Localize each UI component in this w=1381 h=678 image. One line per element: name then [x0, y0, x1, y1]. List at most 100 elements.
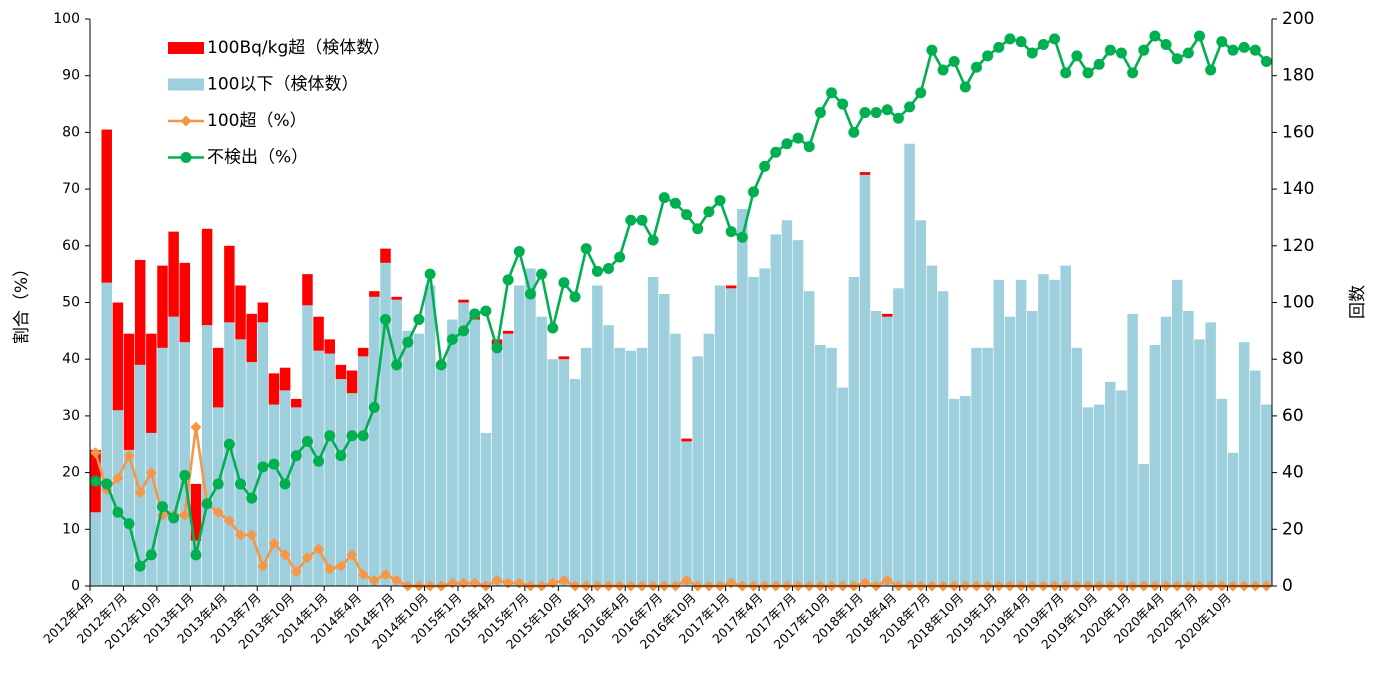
- point: [1015, 36, 1027, 48]
- bar: [90, 512, 101, 586]
- bar: [201, 325, 213, 586]
- bar: [246, 313, 257, 363]
- bar: [480, 432, 492, 586]
- point: [179, 469, 191, 481]
- bar: [781, 220, 793, 586]
- point: [669, 197, 681, 209]
- y2-tick-label: 160: [1282, 122, 1314, 142]
- bar: [502, 330, 514, 334]
- point: [335, 450, 347, 462]
- point: [926, 44, 938, 56]
- y-tick-label: 10: [62, 521, 80, 537]
- point: [424, 268, 436, 280]
- bar: [212, 407, 224, 586]
- point: [848, 126, 860, 138]
- point: [313, 543, 325, 555]
- bar: [279, 367, 291, 391]
- point: [1037, 39, 1049, 51]
- point: [346, 430, 358, 442]
- bar: [313, 350, 324, 586]
- bar: [792, 240, 804, 586]
- point: [513, 245, 525, 257]
- point: [658, 192, 670, 204]
- bar: [257, 302, 269, 323]
- point: [1115, 47, 1127, 59]
- point: [803, 141, 815, 153]
- bar: [1238, 342, 1250, 586]
- point: [1260, 56, 1272, 68]
- point: [335, 560, 347, 572]
- point: [469, 308, 481, 320]
- bar: [625, 350, 637, 586]
- lines: [90, 30, 1272, 592]
- bar: [558, 356, 570, 360]
- bar: [948, 398, 960, 586]
- point: [1104, 44, 1116, 56]
- bar: [346, 370, 358, 394]
- bar: [168, 231, 179, 317]
- bar: [670, 333, 681, 586]
- bar: [1127, 313, 1138, 586]
- bar: [436, 364, 447, 586]
- bar: [737, 208, 748, 586]
- bar: [848, 276, 860, 586]
- bar: [402, 330, 414, 586]
- point: [346, 549, 358, 561]
- point: [736, 231, 748, 243]
- bar: [369, 291, 380, 297]
- point: [145, 549, 157, 561]
- bar: [1027, 311, 1038, 586]
- point: [257, 461, 269, 473]
- point: [357, 569, 369, 581]
- bar: [904, 143, 915, 587]
- point: [246, 492, 258, 504]
- point: [859, 107, 871, 119]
- bar: [190, 483, 202, 541]
- point: [446, 333, 458, 345]
- point: [1004, 33, 1016, 45]
- bar: [380, 248, 391, 263]
- bar: [982, 347, 993, 586]
- point: [301, 552, 313, 564]
- bar: [101, 129, 112, 283]
- bar: [882, 316, 893, 586]
- bar: [324, 339, 335, 354]
- bar: [1093, 404, 1105, 586]
- point: [134, 560, 146, 572]
- bar: [870, 311, 882, 586]
- y2-tick-label: 140: [1282, 179, 1314, 199]
- point: [1049, 33, 1061, 45]
- point: [603, 262, 615, 274]
- bar: [1149, 345, 1161, 586]
- legend-marker: [180, 152, 192, 163]
- point: [714, 194, 726, 206]
- y2-axis-label: 回数: [1348, 285, 1368, 319]
- bar: [514, 285, 525, 586]
- bar: [1138, 464, 1150, 586]
- point: [681, 574, 693, 586]
- point: [201, 498, 213, 510]
- point: [145, 467, 157, 479]
- point: [212, 506, 224, 518]
- y2-tick-label: 200: [1282, 9, 1314, 29]
- bar: [1105, 381, 1116, 586]
- bar: [580, 347, 592, 586]
- point: [1082, 67, 1094, 79]
- bar: [692, 356, 703, 586]
- bar: [101, 282, 112, 586]
- y-tick-label: 70: [62, 181, 80, 197]
- bar: [291, 398, 302, 408]
- bar: [268, 373, 280, 405]
- point: [190, 421, 202, 433]
- bar: [369, 296, 380, 586]
- y-tick-label: 50: [62, 295, 80, 311]
- point: [435, 359, 447, 371]
- bar: [1004, 316, 1016, 586]
- bar: [212, 347, 224, 408]
- point: [770, 146, 782, 158]
- bar: [1038, 274, 1049, 586]
- point: [971, 61, 982, 73]
- point: [458, 325, 470, 337]
- point: [814, 107, 826, 119]
- point: [168, 512, 180, 524]
